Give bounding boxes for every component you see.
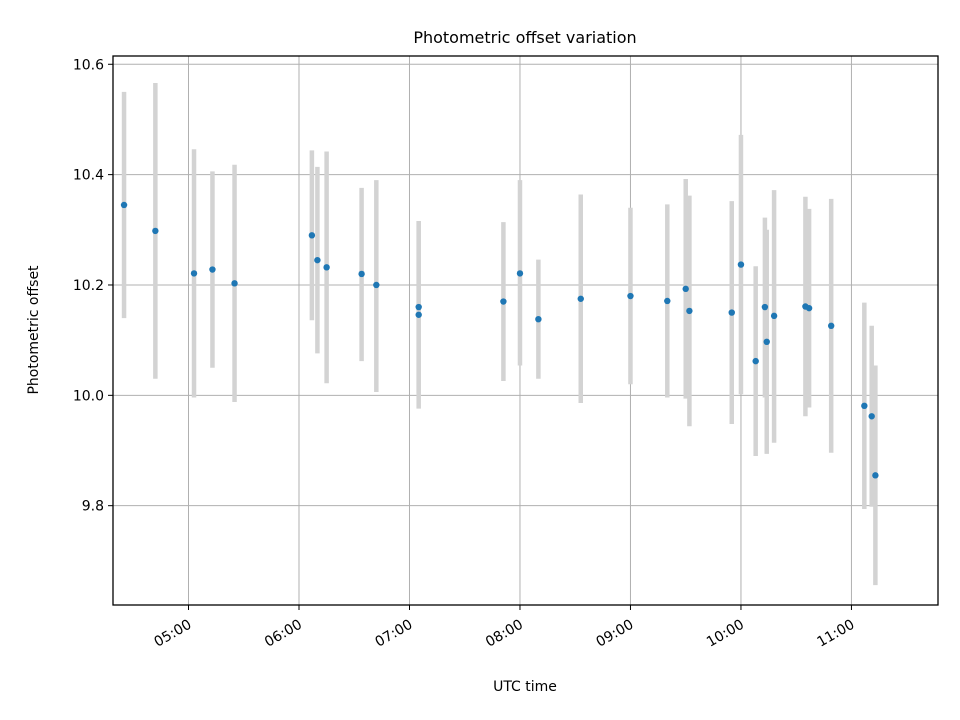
y-tick-label: 10.4	[73, 168, 104, 184]
data-point	[805, 304, 813, 312]
data-point	[358, 270, 365, 278]
chart-title: Photometric offset variation	[413, 28, 636, 47]
data-points	[120, 201, 879, 479]
data-point	[500, 298, 507, 305]
y-tick-label: 10.6	[73, 57, 104, 73]
data-point	[415, 311, 422, 318]
data-point	[686, 307, 693, 315]
y-tick-label: 9.8	[82, 499, 104, 515]
data-point	[577, 295, 584, 302]
plot-frame	[112, 55, 939, 606]
data-point	[763, 338, 770, 346]
data-point	[120, 201, 128, 209]
y-tick-label: 10.2	[73, 278, 104, 294]
data-point	[516, 270, 524, 277]
data-point	[535, 315, 542, 323]
data-point	[190, 270, 198, 277]
y-axis-ticks: 9.8 10.0 10.2 10.4 10.6	[73, 57, 113, 515]
data-point	[737, 261, 745, 268]
data-point	[373, 281, 380, 289]
data-point	[308, 232, 316, 239]
x-axis-label: UTC time	[493, 679, 557, 695]
data-point	[209, 266, 216, 273]
data-point	[761, 303, 769, 311]
data-point	[152, 227, 159, 235]
data-point	[827, 322, 835, 330]
data-point	[728, 309, 735, 316]
data-point	[868, 413, 875, 420]
data-point	[861, 402, 868, 410]
data-point	[415, 303, 422, 311]
data-point	[664, 297, 671, 305]
data-point	[872, 472, 879, 479]
data-point	[752, 357, 759, 365]
data-point	[314, 256, 321, 264]
data-point	[627, 292, 634, 300]
data-point	[770, 312, 778, 320]
data-point	[682, 285, 689, 293]
y-axis-label: Photometric offset	[26, 265, 42, 395]
y-tick-label: 10.0	[73, 388, 104, 404]
data-point	[231, 280, 238, 287]
data-point	[323, 264, 330, 271]
